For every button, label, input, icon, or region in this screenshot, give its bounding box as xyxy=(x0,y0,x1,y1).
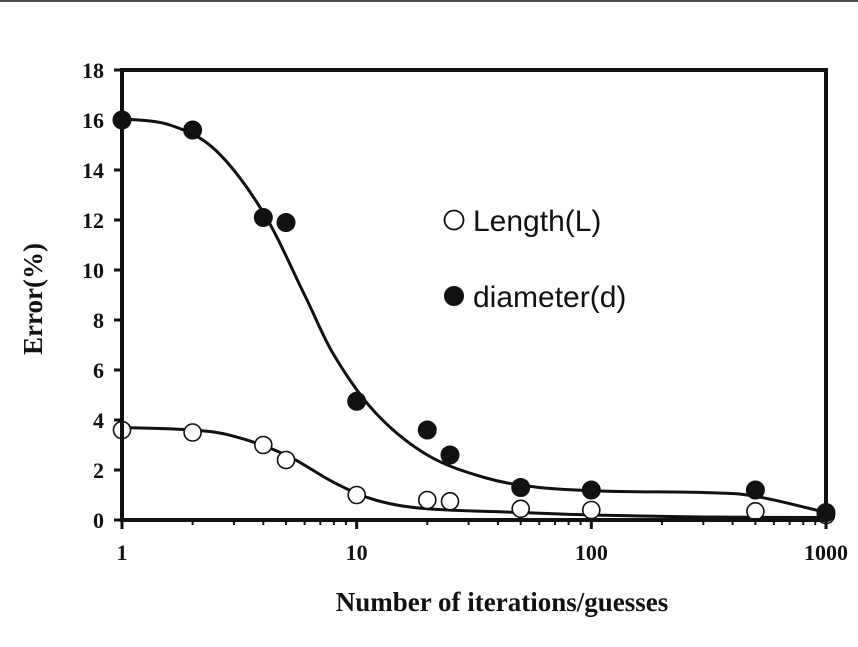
data-point-length xyxy=(440,491,460,511)
data-point-diameter xyxy=(581,480,601,500)
x-axis-title: Number of iterations/guesses xyxy=(336,587,668,617)
y-tick-label: 10 xyxy=(82,258,104,283)
y-tick-label: 0 xyxy=(93,508,104,533)
legend-marker-diameter xyxy=(444,286,464,306)
data-point-diameter xyxy=(417,420,437,440)
data-point-diameter xyxy=(347,391,367,411)
legend-label-length: Length(L) xyxy=(473,205,601,238)
y-tick-label: 18 xyxy=(82,58,104,83)
data-point-diameter xyxy=(745,480,765,500)
x-tick-label: 10 xyxy=(346,540,368,565)
y-tick-label: 16 xyxy=(82,108,104,133)
legend-marker-length xyxy=(443,209,465,231)
legend-label-diameter: diameter(d) xyxy=(473,281,626,314)
y-tick-label: 2 xyxy=(93,458,104,483)
data-point-diameter xyxy=(511,478,531,497)
x-tick-label: 100 xyxy=(575,540,608,565)
data-point-length xyxy=(276,450,296,470)
y-tick-label: 6 xyxy=(93,358,104,383)
data-point-length xyxy=(347,485,367,505)
plot-frame xyxy=(120,68,828,522)
y-axis-title: Error(%) xyxy=(18,243,48,355)
y-tick-label: 12 xyxy=(82,208,104,233)
data-point-diameter xyxy=(440,445,460,465)
x-tick-label: 1000 xyxy=(804,540,848,565)
legend: Length(L) diameter(d) xyxy=(443,205,626,314)
data-point-length xyxy=(746,501,765,521)
y-tick-label: 8 xyxy=(93,308,104,333)
y-tick-label: 14 xyxy=(82,158,104,183)
data-point-length xyxy=(511,499,531,519)
y-tick-label: 4 xyxy=(93,408,104,433)
data-point-diameter xyxy=(183,120,203,140)
data-point-length xyxy=(581,500,601,520)
data-point-length xyxy=(253,435,273,455)
data-point-diameter xyxy=(276,213,296,232)
trend-line-length xyxy=(121,426,827,519)
x-tick-label: 1 xyxy=(117,540,128,565)
data-point-diameter xyxy=(253,208,273,227)
data-point-length xyxy=(183,423,202,442)
trend-line-diameter xyxy=(121,117,827,514)
data-point-length xyxy=(417,490,437,510)
